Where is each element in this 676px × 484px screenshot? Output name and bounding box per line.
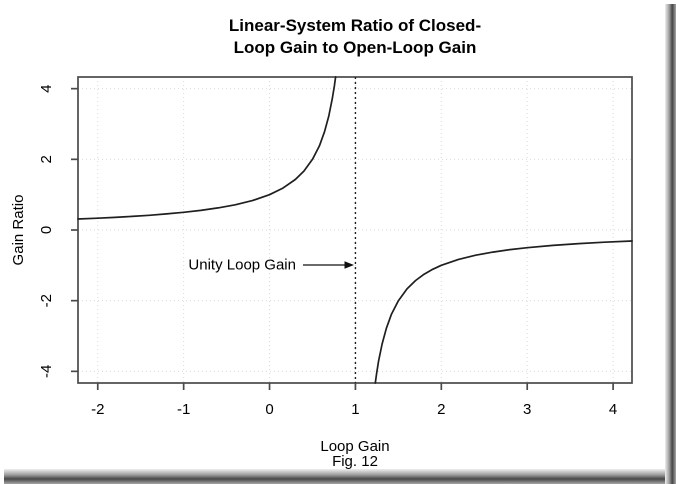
unity-loop-gain-annotation: Unity Loop Gain <box>188 257 296 274</box>
x-tick-label: 0 <box>265 401 273 418</box>
x-tick-label: -1 <box>177 401 190 418</box>
figure-caption: Fig. 12 <box>332 453 378 470</box>
y-tick-label: 4 <box>38 84 55 92</box>
arrowhead-icon <box>344 261 354 269</box>
y-tick-label: -2 <box>38 294 55 307</box>
y-tick-label: 2 <box>38 155 55 163</box>
page-shadow-bottom <box>4 469 665 484</box>
chart-title-line2: Loop Gain to Open-Loop Gain <box>234 38 477 57</box>
curve-branch <box>374 240 633 384</box>
chart-title-line1: Linear-System Ratio of Closed- <box>229 16 481 35</box>
y-tick-label: -4 <box>38 365 55 378</box>
x-axis-label: Loop Gain <box>320 438 389 455</box>
x-tick-label: 3 <box>523 401 531 418</box>
tick-labels: -2 -1 0 1 2 3 4 -4 -2 0 2 4 <box>38 84 617 418</box>
x-tick-label: 1 <box>351 401 359 418</box>
page-shadow-right <box>665 4 676 484</box>
plot-box-and-ticks <box>71 76 633 390</box>
gain-ratio-curve <box>77 76 633 384</box>
gain-ratio-plot: -2 -1 0 1 2 3 4 -4 -2 0 2 4 Linear-System Ratio of … <box>10 16 633 470</box>
y-axis-label: Gain Ratio <box>10 195 27 266</box>
annotation-arrow <box>303 261 354 269</box>
x-tick-label: -2 <box>91 401 104 418</box>
x-tick-label: 2 <box>437 401 445 418</box>
figure-page: -2 -1 0 1 2 3 4 -4 -2 0 2 4 Linear-System Ratio of … <box>10 16 633 470</box>
x-tick-label: 4 <box>609 401 617 418</box>
curve-branch <box>77 76 337 220</box>
y-tick-label: 0 <box>38 226 55 234</box>
